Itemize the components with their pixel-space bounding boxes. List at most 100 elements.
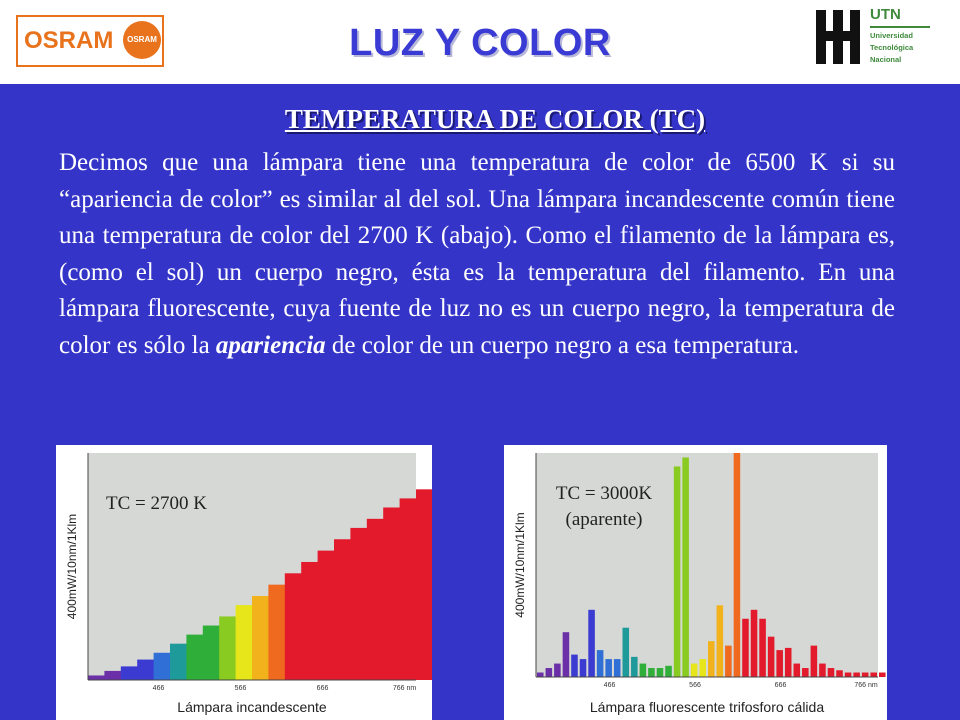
spectrum-bar [186,634,204,680]
x-tick-label: 666 [775,682,787,689]
spectrum-bar [648,668,655,677]
spectrum-bar [836,670,843,677]
spectrum-bar [366,518,384,680]
spectrum-bar [716,605,724,677]
spectrum-bar [350,527,368,680]
spectrum-bar [742,618,749,677]
page-title: LUZ Y COLOR [349,22,611,64]
spectrum-bar [879,672,886,677]
spectrum-bar [708,641,715,677]
spectrum-bar [861,672,869,677]
spectrum-bar [596,650,604,677]
osram-bulb-icon [123,21,161,59]
spectrum-bar [767,636,775,677]
y-axis-label: 400mW/10nm/1Klm [513,512,527,617]
x-axis-label: Lámpara incandescente [177,699,327,715]
spectrum-bar [759,618,766,677]
spectrum-bar [588,609,595,677]
spectrum-bar [317,550,335,680]
paragraph-text-end: de color de un cuerpo negro a esa temper… [325,331,800,359]
spectrum-bar [235,605,253,680]
spectrum-bar [554,663,561,677]
spectrum-bar [88,675,105,680]
utn-line-1: Universidad [870,31,913,40]
utn-line-2: Tecnológica [870,43,914,52]
spectrum-bar [733,453,741,677]
x-tick-label: 566 [689,682,701,689]
spectrum-bar [665,665,672,677]
spectrum-bar [268,584,286,680]
body-paragraph: Decimos que una lámpara tiene una temper… [59,145,895,365]
spectrum-bar [725,645,732,677]
x-tick-label: 466 [604,682,616,689]
fluorescent-tc-label: TC = 3000K (aparente) [544,481,664,533]
incandescent-chart-svg: 466 566 666 766 nm Lámpara incandescente 400m… [65,453,432,715]
spectrum-bar [853,672,860,677]
spectrum-bar [776,650,783,677]
spectrum-bar [252,596,269,680]
utn-title: UTN [870,6,901,23]
spectrum-bar [219,616,237,680]
spectrum-bar [416,489,432,680]
x-tick-label: 766 nm [393,685,417,692]
spectrum-bar [545,668,553,677]
spectrum-bar [605,659,612,677]
spectrum-bar [784,647,792,677]
spectrum-bar [399,498,417,680]
incandescent-tc-label: TC = 2700 K [106,493,207,514]
spectrum-bar [793,663,801,677]
spectrum-bar [104,670,122,680]
spectrum-bar [639,663,647,677]
spectrum-bar [819,663,826,677]
fluorescent-tc-label-line1: TC = 3000K [555,483,653,504]
spectrum-bar [827,668,835,677]
fluorescent-chart-svg: 466 566 666 766 nm Lámpara fluorescente trif… [513,453,886,715]
spectrum-bar [682,457,689,677]
osram-logo-text: OSRAM [24,27,114,54]
header-bar: OSRAM OSRAM LUZ Y COLOR UTN Universidad … [0,0,960,84]
paragraph-text-start: Decimos que una lámpara tiene una temper… [59,149,895,359]
spectrum-bar [802,668,809,677]
spectrum-bar [750,609,758,677]
spectrum-bar [153,652,171,680]
spectrum-bar [699,659,706,677]
osram-bulb-text: OSRAM [127,35,157,44]
spectrum-bar [334,539,351,680]
paragraph-emphasis: apariencia [215,331,326,359]
spectrum-bar [613,659,621,677]
spectrum-bar [537,672,544,677]
osram-logo: OSRAM OSRAM [16,15,164,67]
spectrum-bar [571,654,578,677]
spectrum-bar [562,632,570,677]
incandescent-spectrum-chart: 466 566 666 766 nm Lámpara incandescente 400m… [56,445,432,720]
utn-line-3: Nacional [870,55,902,64]
x-axis-label: Lámpara fluorescente trifosforo cálida [590,699,824,715]
x-tick-label: 466 [153,685,165,692]
spectrum-bar [202,625,220,680]
spectrum-bar [383,507,401,680]
spectrum-bar [656,668,664,677]
spectrum-bar [673,466,681,677]
utn-logo: UTN Universidad Tecnológica Nacional [806,4,934,70]
utn-divider [870,26,930,28]
spectrum-bar [870,672,877,677]
spectrum-bar [120,666,138,680]
spectrum-bar [622,627,630,677]
utn-emblem-icon [810,6,866,68]
spectrum-bar [631,656,638,677]
fluorescent-spectrum-chart: 466 566 666 766 nm Lámpara fluorescente trif… [504,445,887,720]
spectrum-bar [690,663,698,677]
spectrum-bar [170,643,187,680]
section-title: TEMPERATURA DE COLOR (TC) [284,104,706,134]
spectrum-bar [301,561,319,680]
spectrum-bar [844,672,852,677]
spectrum-bar [137,659,155,680]
x-tick-label: 666 [317,685,329,692]
spectrum-bar [810,645,818,677]
fluorescent-tc-label-line2: (aparente) [565,509,643,530]
x-tick-label: 766 nm [854,682,878,689]
y-axis-label: 400mW/10nm/1Klm [65,514,79,619]
spectrum-bar [579,659,587,677]
x-tick-label: 566 [235,685,247,692]
